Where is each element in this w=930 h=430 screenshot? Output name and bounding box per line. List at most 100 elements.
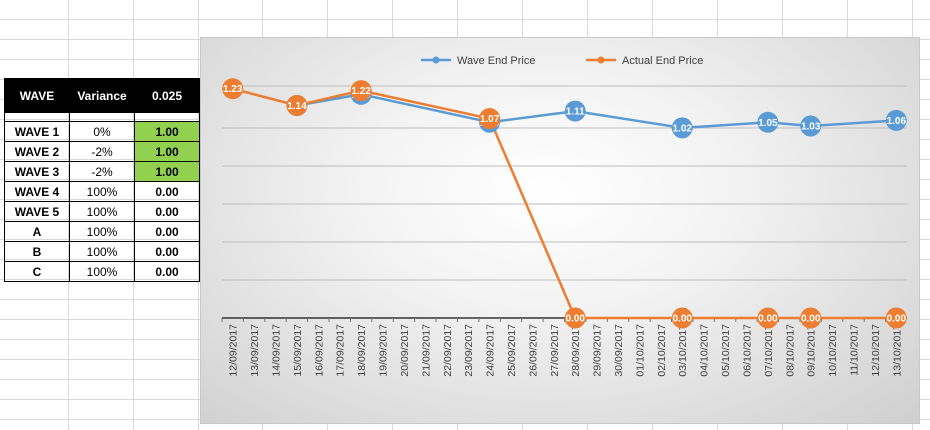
table-row: WAVE 3 -2% 1.00 bbox=[4, 161, 200, 182]
table-row: C 100% 0.00 bbox=[4, 261, 200, 282]
variance-cell[interactable]: 100% bbox=[69, 261, 135, 282]
x-tick-label: 16/09/2017 bbox=[313, 324, 325, 377]
value-cell[interactable]: 1.00 bbox=[134, 141, 200, 162]
data-point[interactable] bbox=[885, 109, 907, 131]
table-row: WAVE 2 -2% 1.00 bbox=[4, 141, 200, 162]
x-tick-label: 22/09/2017 bbox=[442, 324, 454, 377]
value-cell[interactable]: 0.00 bbox=[134, 221, 200, 242]
variance-cell[interactable]: -2% bbox=[69, 141, 135, 162]
x-tick-label: 17/09/2017 bbox=[335, 324, 347, 377]
legend-label[interactable]: Wave End Price bbox=[457, 55, 535, 67]
value-cell[interactable]: 0.00 bbox=[134, 181, 200, 202]
x-tick-label: 08/10/2017 bbox=[784, 324, 796, 377]
x-tick-label: 15/09/2017 bbox=[292, 324, 304, 377]
value-cell[interactable]: 1.00 bbox=[134, 121, 200, 142]
variance-cell[interactable]: 0% bbox=[69, 121, 135, 142]
data-point[interactable] bbox=[885, 307, 907, 329]
x-tick-label: 11/10/2017 bbox=[848, 324, 860, 376]
header-threshold[interactable]: 0.025 bbox=[134, 78, 200, 113]
data-point[interactable] bbox=[564, 100, 586, 122]
wave-name-cell[interactable]: C bbox=[4, 261, 70, 282]
x-tick-label: 02/10/2017 bbox=[656, 324, 668, 377]
data-label: 1.23 bbox=[223, 84, 243, 95]
data-label: 1.02 bbox=[673, 123, 693, 134]
x-tick-label: 03/10/2017 bbox=[677, 324, 689, 377]
wave-name-cell[interactable]: WAVE 1 bbox=[4, 121, 70, 142]
x-tick-label: 05/10/2017 bbox=[720, 324, 732, 377]
table-spacer bbox=[4, 112, 200, 122]
data-label: 0.00 bbox=[887, 314, 907, 325]
wave-name-cell[interactable]: WAVE 5 bbox=[4, 201, 70, 222]
header-wave[interactable]: WAVE bbox=[4, 78, 70, 113]
x-tick-label: 27/09/2017 bbox=[549, 324, 561, 377]
data-point[interactable] bbox=[671, 117, 693, 139]
x-tick-label: 12/10/2017 bbox=[870, 324, 882, 377]
x-tick-label: 12/09/2017 bbox=[228, 324, 240, 377]
variance-cell[interactable]: 100% bbox=[69, 201, 135, 222]
x-tick-label: 13/10/2017 bbox=[891, 324, 903, 377]
x-tick-label: 19/09/2017 bbox=[378, 324, 390, 377]
data-label: 1.14 bbox=[287, 101, 307, 112]
table-row: WAVE 4 100% 0.00 bbox=[4, 181, 200, 202]
x-tick-label: 04/10/2017 bbox=[699, 324, 711, 377]
wave-name-cell[interactable]: WAVE 4 bbox=[4, 181, 70, 202]
x-tick-label: 30/09/2017 bbox=[613, 324, 625, 377]
data-point[interactable] bbox=[479, 108, 501, 130]
wave-name-cell[interactable]: A bbox=[4, 221, 70, 242]
wave-name-cell[interactable]: WAVE 3 bbox=[4, 161, 70, 182]
data-point[interactable] bbox=[671, 307, 693, 329]
data-point[interactable] bbox=[222, 78, 244, 100]
data-label: 1.06 bbox=[887, 116, 907, 127]
x-tick-label: 25/09/2017 bbox=[506, 324, 518, 377]
table-row: B 100% 0.00 bbox=[4, 241, 200, 262]
legend-label[interactable]: Actual End Price bbox=[622, 55, 703, 67]
data-point[interactable] bbox=[757, 307, 779, 329]
chart-area[interactable]: 12/09/2017 13/09/2017 14/09/2017 15/09/2017… bbox=[200, 37, 920, 424]
x-tick-label: 24/09/2017 bbox=[485, 324, 497, 377]
wave-table: WAVE Variance 0.025 WAVE 1 0% 1.00 WAVE 2 -2… bbox=[4, 78, 200, 282]
data-point[interactable] bbox=[286, 95, 308, 117]
variance-cell[interactable]: 100% bbox=[69, 221, 135, 242]
table-row: WAVE 1 0% 1.00 bbox=[4, 121, 200, 142]
wave-name-cell[interactable]: WAVE 2 bbox=[4, 141, 70, 162]
wave-name-cell[interactable]: B bbox=[4, 241, 70, 262]
variance-cell[interactable]: 100% bbox=[69, 241, 135, 262]
wave-table-header: WAVE Variance 0.025 bbox=[4, 78, 200, 113]
x-tick-label: 13/09/2017 bbox=[249, 324, 261, 377]
x-tick-label: 09/10/2017 bbox=[806, 324, 818, 377]
data-label: 1.03 bbox=[801, 122, 821, 133]
data-label: 0.00 bbox=[801, 314, 821, 325]
value-cell[interactable]: 0.00 bbox=[134, 241, 200, 262]
series-line bbox=[232, 87, 897, 320]
x-tick-label: 14/09/2017 bbox=[271, 324, 283, 377]
variance-cell[interactable]: 100% bbox=[69, 181, 135, 202]
x-tick-label: 18/09/2017 bbox=[356, 324, 368, 377]
legend-marker bbox=[597, 56, 605, 64]
variance-cell[interactable]: -2% bbox=[69, 161, 135, 182]
data-point[interactable] bbox=[757, 111, 779, 133]
line-chart: 12/09/2017 13/09/2017 14/09/2017 15/09/2017… bbox=[221, 55, 907, 377]
data-label: 1.05 bbox=[758, 118, 778, 129]
data-label: 0.00 bbox=[565, 314, 585, 325]
value-cell[interactable]: 1.00 bbox=[134, 161, 200, 182]
x-tick-label: 23/09/2017 bbox=[463, 324, 475, 377]
x-tick-label: 21/09/2017 bbox=[420, 324, 432, 377]
table-row: A 100% 0.00 bbox=[4, 221, 200, 242]
table-row: WAVE 5 100% 0.00 bbox=[4, 201, 200, 222]
data-point[interactable] bbox=[800, 307, 822, 329]
data-point[interactable] bbox=[564, 307, 586, 329]
data-point[interactable] bbox=[800, 115, 822, 137]
header-variance[interactable]: Variance bbox=[69, 78, 135, 113]
x-tick-label: 29/09/2017 bbox=[592, 324, 604, 377]
x-tick-label: 01/10/2017 bbox=[634, 324, 646, 377]
x-tick-label: 28/09/2017 bbox=[570, 324, 582, 377]
x-tick-label: 20/09/2017 bbox=[399, 324, 411, 377]
x-tick-label: 07/10/2017 bbox=[763, 324, 775, 377]
value-cell[interactable]: 0.00 bbox=[134, 261, 200, 282]
value-cell[interactable]: 0.00 bbox=[134, 201, 200, 222]
x-tick-label: 10/10/2017 bbox=[827, 324, 839, 377]
data-point[interactable] bbox=[350, 80, 372, 102]
data-label: 0.00 bbox=[673, 314, 693, 325]
data-label: 1.11 bbox=[566, 107, 585, 118]
x-tick-label: 06/10/2017 bbox=[741, 324, 753, 377]
